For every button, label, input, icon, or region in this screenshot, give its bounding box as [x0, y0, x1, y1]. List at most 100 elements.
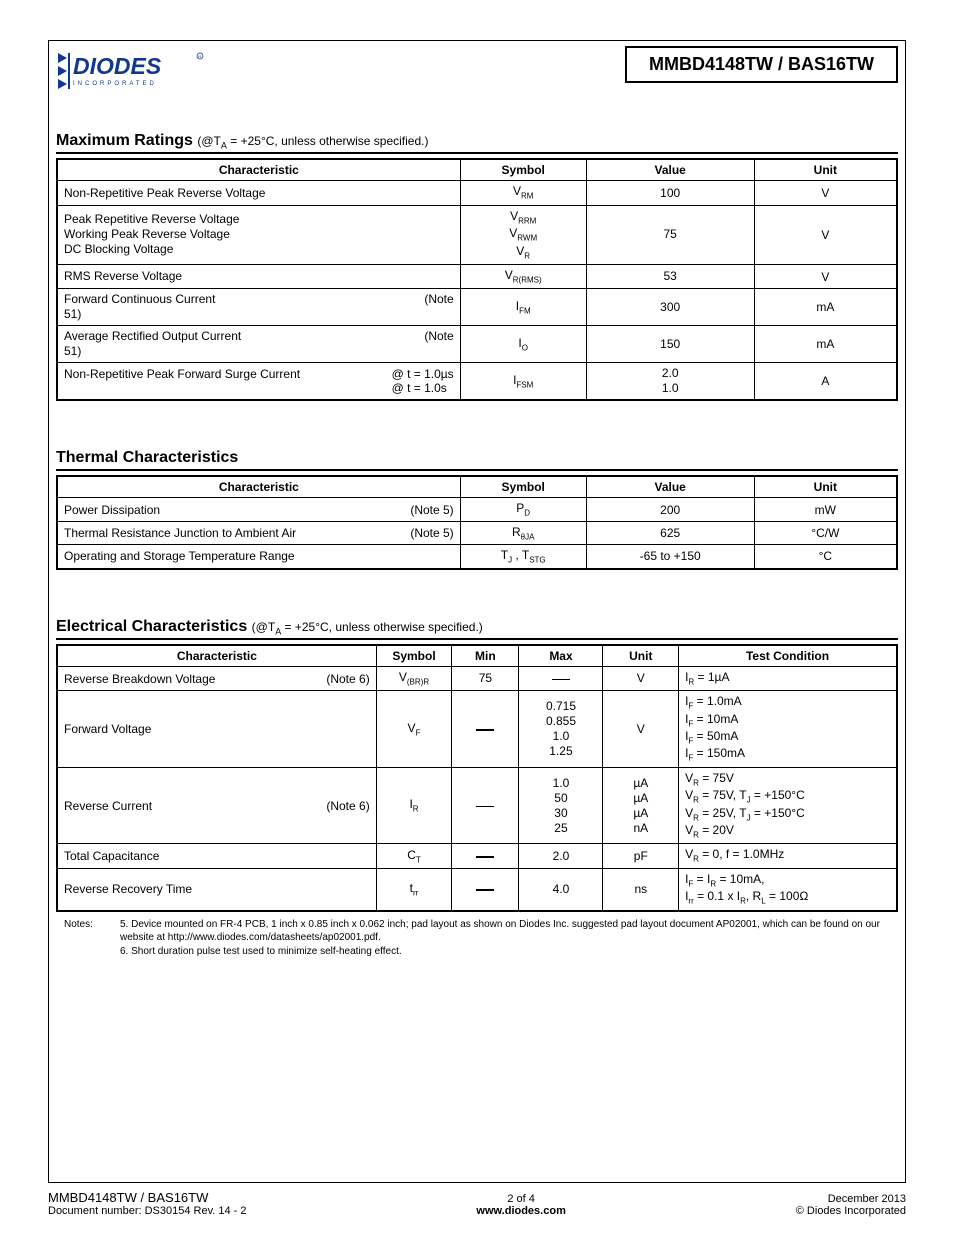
- cell-characteristic: Forward Continuous Current51)(Note: [57, 289, 460, 326]
- cell-min: [452, 691, 519, 768]
- footer-url: www.diodes.com: [247, 1205, 796, 1217]
- cell-characteristic: Reverse Breakdown Voltage(Note 6): [57, 666, 376, 690]
- cell-symbol: IO: [460, 326, 586, 363]
- cell-symbol: PD: [460, 498, 586, 521]
- cell-symbol: IFSM: [460, 363, 586, 401]
- footer-doc-number: Document number: DS30154 Rev. 14 - 2: [48, 1205, 247, 1217]
- table-row: Reverse Recovery Timetrr 4.0nsIF = IR = 1…: [57, 868, 897, 910]
- table-electrical: Characteristic Symbol Min Max Unit Test …: [56, 644, 898, 912]
- section-heading-thermal: Thermal Characteristics: [56, 449, 898, 471]
- table-thermal: Characteristic Symbol Value Unit Power D…: [56, 475, 898, 569]
- cell-value: 75: [586, 205, 754, 264]
- cell-characteristic: Forward Voltage: [57, 691, 376, 768]
- svg-text:DIODES: DIODES: [73, 53, 162, 79]
- cell-unit: V: [603, 666, 679, 690]
- cell-unit: °C: [754, 545, 897, 569]
- cell-value: 625: [586, 521, 754, 544]
- diodes-logo: DIODES R INCORPORATED: [56, 46, 206, 94]
- cell-characteristic: RMS Reverse Voltage: [57, 264, 460, 288]
- col-symbol: Symbol: [460, 476, 586, 498]
- cell-characteristic: Non-Repetitive Peak Reverse Voltage: [57, 181, 460, 205]
- cell-unit: pF: [603, 844, 679, 868]
- table-row: Non-Repetitive Peak Forward Surge Curren…: [57, 363, 897, 401]
- section-heading-max: Maximum Ratings (@TA = +25°C, unless oth…: [56, 132, 898, 154]
- footer-part-number: MMBD4148TW / BAS16TW: [48, 1190, 247, 1205]
- cell-min: 75: [452, 666, 519, 690]
- cell-unit: V: [754, 264, 897, 288]
- cell-test-condition: IF = IR = 10mA,Irr = 0.1 x IR, RL = 100Ω: [679, 868, 897, 910]
- col-value: Value: [586, 159, 754, 181]
- notes-text: 5. Device mounted on FR-4 PCB, 1 inch x …: [120, 918, 898, 959]
- elec-title: Electrical Characteristics: [56, 618, 247, 635]
- table-row: Operating and Storage Temperature RangeT…: [57, 545, 897, 569]
- max-title: Maximum Ratings: [56, 132, 193, 149]
- table-row: Reverse Breakdown Voltage(Note 6)V(BR)R7…: [57, 666, 897, 690]
- col-unit: Unit: [754, 159, 897, 181]
- cell-max: 4.0: [519, 868, 603, 910]
- col-characteristic: Characteristic: [57, 645, 376, 667]
- cell-characteristic: Power Dissipation(Note 5): [57, 498, 460, 521]
- table-row: Thermal Resistance Junction to Ambient A…: [57, 521, 897, 544]
- cell-value: 53: [586, 264, 754, 288]
- table-max-ratings: Characteristic Symbol Value Unit Non-Rep…: [56, 158, 898, 401]
- elec-condition: (@TA = +25°C, unless otherwise specified…: [252, 620, 483, 634]
- cell-max: [519, 666, 603, 690]
- table-row: Forward VoltageVF 0.7150.8551.01.25VIF = …: [57, 691, 897, 768]
- col-unit: Unit: [603, 645, 679, 667]
- table-row: Power Dissipation(Note 5)PD200mW: [57, 498, 897, 521]
- col-characteristic: Characteristic: [57, 159, 460, 181]
- svg-text:INCORPORATED: INCORPORATED: [73, 81, 157, 87]
- cell-unit: °C/W: [754, 521, 897, 544]
- cell-test-condition: VR = 75VVR = 75V, TJ = +150°CVR = 25V, T…: [679, 767, 897, 844]
- col-min: Min: [452, 645, 519, 667]
- footer-copyright: © Diodes Incorporated: [796, 1205, 906, 1217]
- cell-value: 200: [586, 498, 754, 521]
- col-characteristic: Characteristic: [57, 476, 460, 498]
- table-row: Non-Repetitive Peak Reverse VoltageVRM10…: [57, 181, 897, 205]
- notes-block: Notes: 5. Device mounted on FR-4 PCB, 1 …: [56, 918, 898, 959]
- footer-left: MMBD4148TW / BAS16TW Document number: DS…: [48, 1190, 247, 1217]
- cell-value: 150: [586, 326, 754, 363]
- cell-symbol: VR(RMS): [460, 264, 586, 288]
- cell-characteristic: Operating and Storage Temperature Range: [57, 545, 460, 569]
- cell-characteristic: Total Capacitance: [57, 844, 376, 868]
- cell-test-condition: IR = 1µA: [679, 666, 897, 690]
- cell-max: 1.0503025: [519, 767, 603, 844]
- table-row: Peak Repetitive Reverse VoltageWorking P…: [57, 205, 897, 264]
- footer-right: December 2013 © Diodes Incorporated: [796, 1193, 906, 1217]
- page-header: DIODES R INCORPORATED MMBD4148TW / BAS16…: [48, 40, 906, 104]
- col-test-condition: Test Condition: [679, 645, 897, 667]
- cell-min: [452, 844, 519, 868]
- cell-characteristic: Non-Repetitive Peak Forward Surge Curren…: [57, 363, 460, 401]
- section-thermal: Thermal Characteristics Characteristic S…: [56, 449, 898, 569]
- svg-text:R: R: [198, 54, 201, 59]
- cell-characteristic: Reverse Recovery Time: [57, 868, 376, 910]
- cell-test-condition: VR = 0, f = 1.0MHz: [679, 844, 897, 868]
- cell-test-condition: IF = 1.0mAIF = 10mAIF = 50mAIF = 150mA: [679, 691, 897, 768]
- cell-unit: V: [603, 691, 679, 768]
- cell-symbol: RθJA: [460, 521, 586, 544]
- footer-date: December 2013: [796, 1193, 906, 1205]
- cell-characteristic: Peak Repetitive Reverse VoltageWorking P…: [57, 205, 460, 264]
- cell-min: [452, 767, 519, 844]
- cell-unit: V: [754, 205, 897, 264]
- table-row: Total CapacitanceCT2.0pFVR = 0, f = 1.0M…: [57, 844, 897, 868]
- cell-unit: mA: [754, 326, 897, 363]
- cell-value: 100: [586, 181, 754, 205]
- cell-max: 0.7150.8551.01.25: [519, 691, 603, 768]
- table-header-row: Characteristic Symbol Value Unit: [57, 476, 897, 498]
- table-row: Reverse Current(Note 6)IR1.0503025µAµAµA…: [57, 767, 897, 844]
- footer-page-number: 2 of 4: [247, 1193, 796, 1205]
- notes-label: Notes:: [56, 918, 120, 959]
- cell-characteristic: Thermal Resistance Junction to Ambient A…: [57, 521, 460, 544]
- cell-min: [452, 868, 519, 910]
- cell-unit: ns: [603, 868, 679, 910]
- col-unit: Unit: [754, 476, 897, 498]
- cell-symbol: IFM: [460, 289, 586, 326]
- cell-unit: µAµAµAnA: [603, 767, 679, 844]
- cell-symbol: trr: [376, 868, 452, 910]
- part-number-title: MMBD4148TW / BAS16TW: [625, 46, 898, 83]
- cell-max: 2.0: [519, 844, 603, 868]
- cell-symbol: IR: [376, 767, 452, 844]
- cell-symbol: VF: [376, 691, 452, 768]
